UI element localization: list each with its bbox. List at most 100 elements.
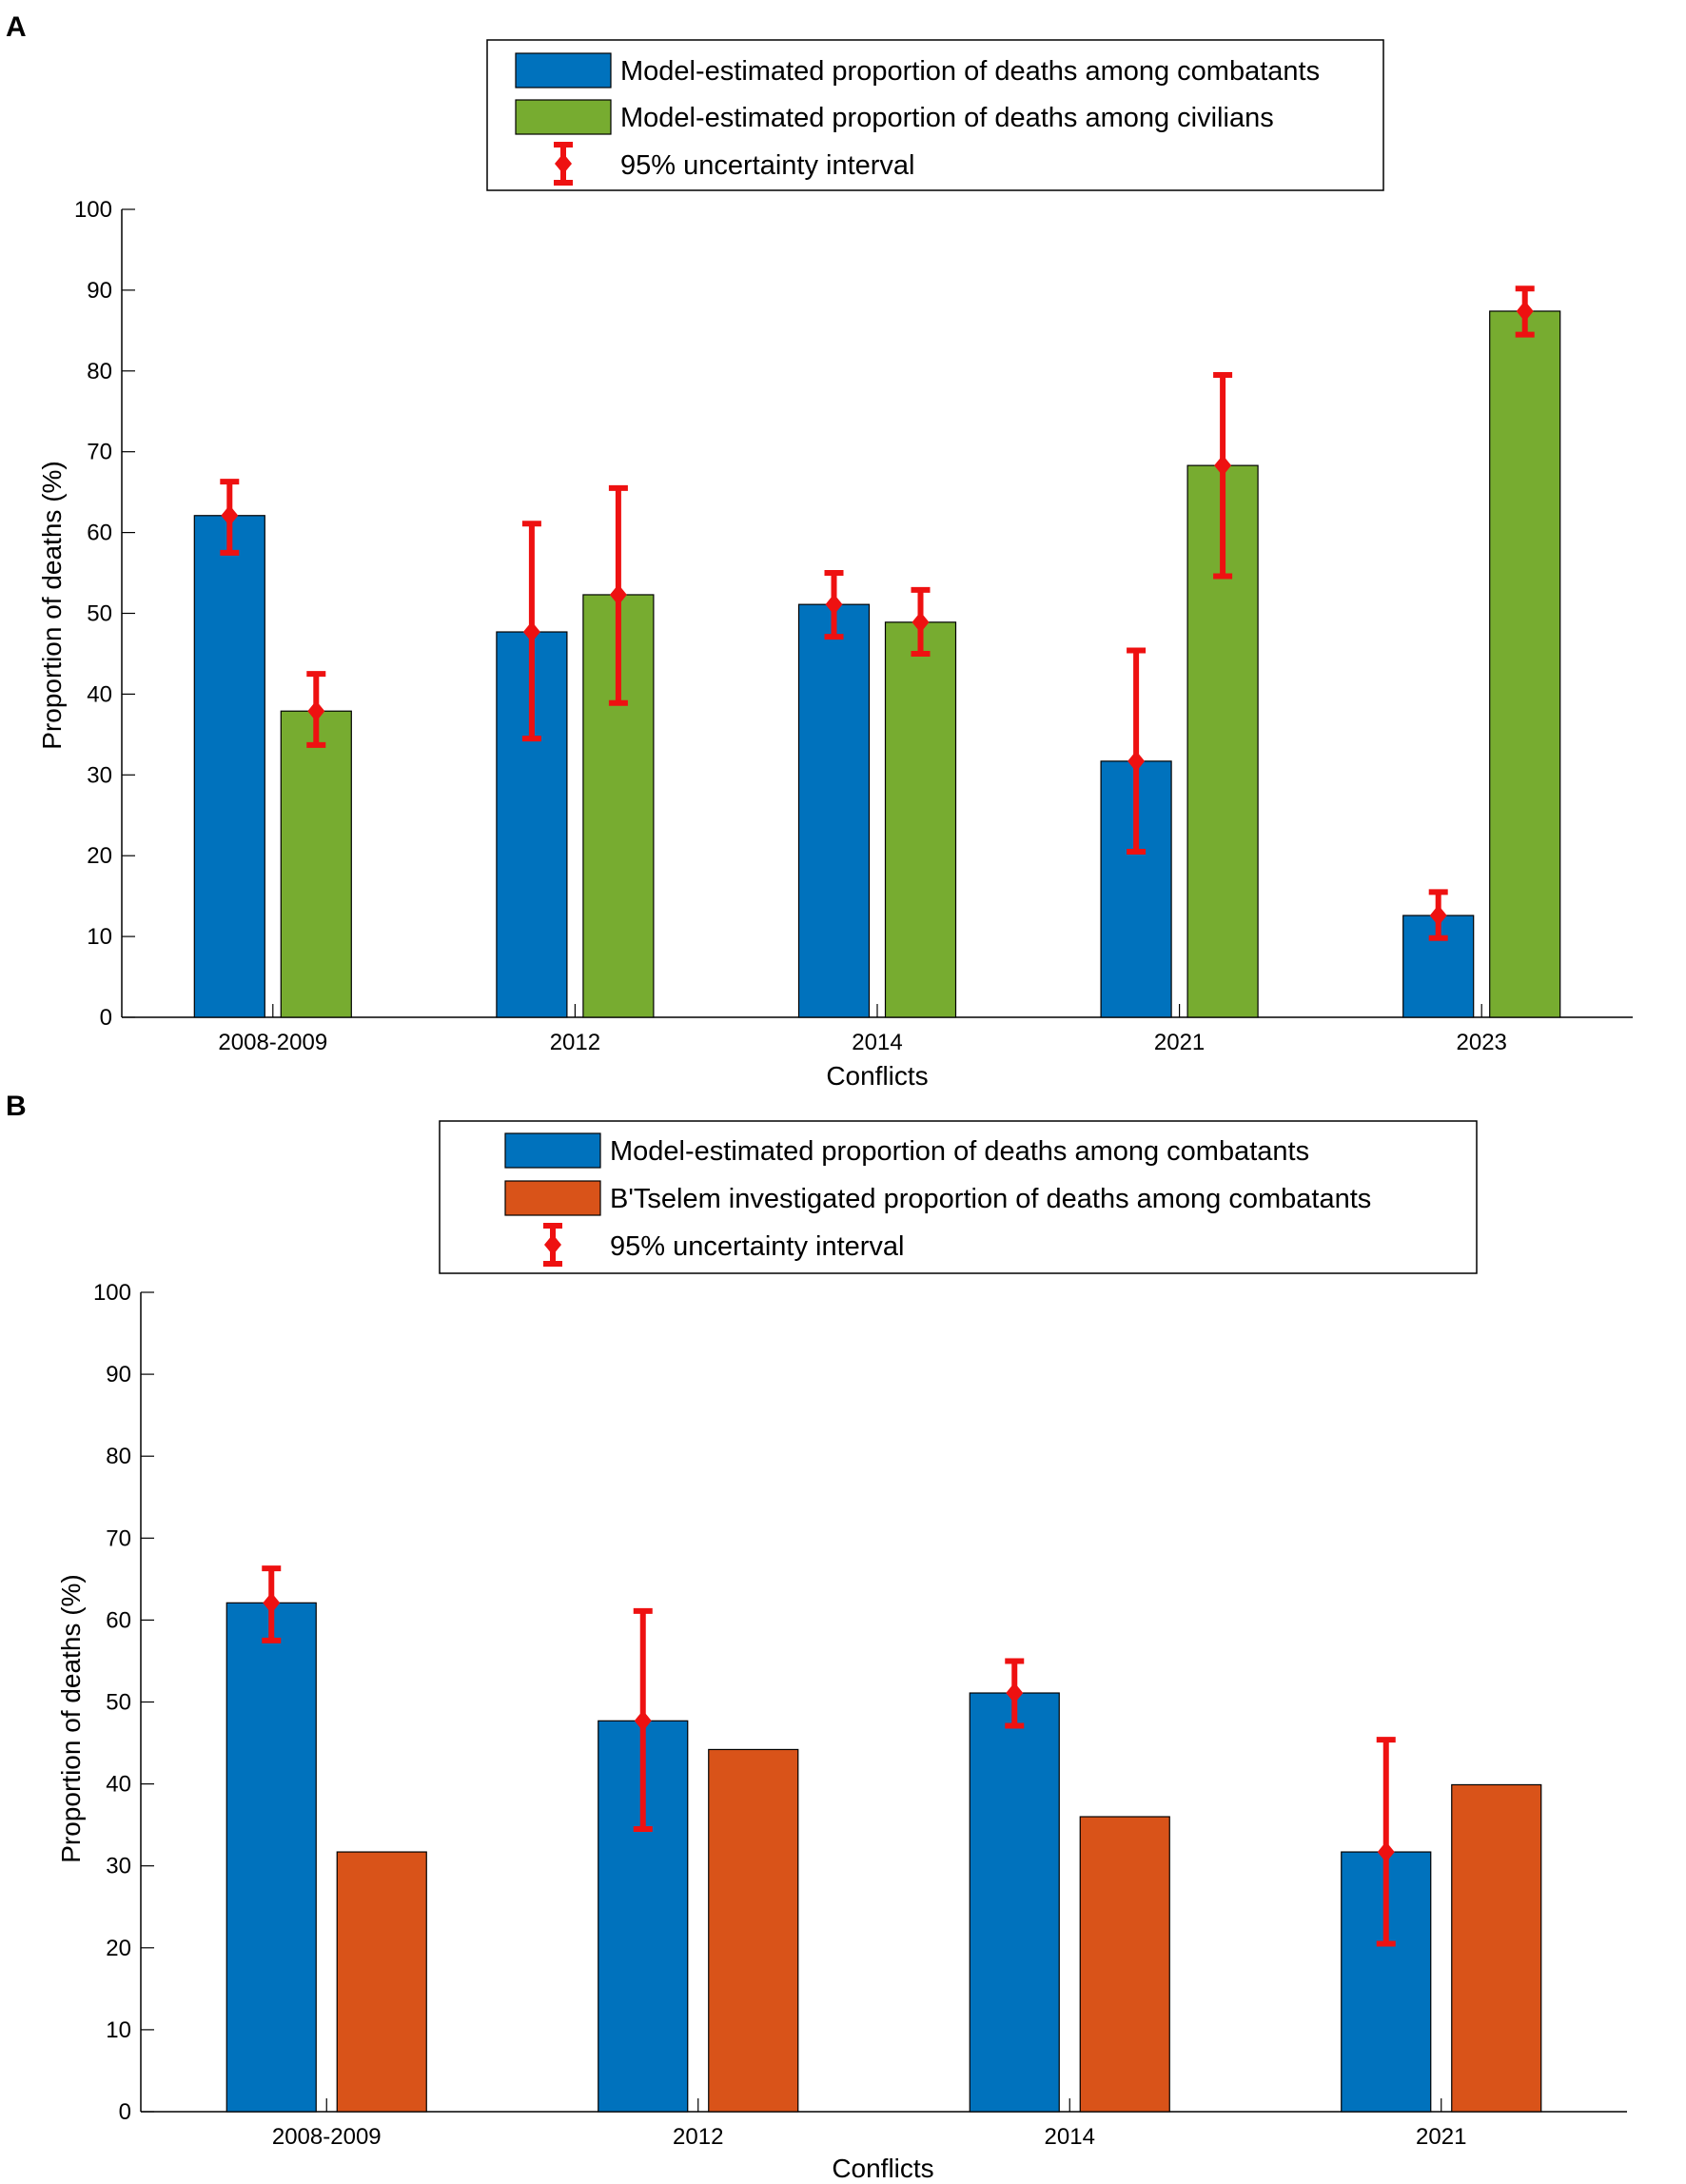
- legend-a: Model-estimated proportion of deaths amo…: [486, 39, 1384, 191]
- errorbar-combatants-2012-marker: [522, 621, 540, 643]
- y-tick-label-60: 60: [106, 1607, 131, 1633]
- y-tick-label-80: 80: [106, 1444, 131, 1469]
- panel-label-a: A: [6, 11, 27, 43]
- errorbar-combatants-2014: [824, 570, 844, 640]
- legend-err-1: [543, 1223, 562, 1267]
- y-tick-label-40: 40: [87, 681, 112, 707]
- legend-label-combatants-b: Model-estimated proportion of deaths amo…: [610, 1136, 1309, 1167]
- y-tick-label-0: 0: [100, 1005, 112, 1031]
- y-axis-label-a: Proportion of deaths (%): [37, 461, 67, 750]
- errorbar-civilians-2014-marker: [912, 611, 930, 633]
- errorbar-civilians-2023-marker: [1516, 300, 1534, 322]
- bar-combatants-2008-2009: [193, 515, 265, 1018]
- legend-b: Model-estimated proportion of deaths amo…: [439, 1120, 1478, 1274]
- bar-combatants-2014: [797, 603, 871, 1018]
- legend-label-uncertainty-b: 95% uncertainty interval: [610, 1231, 905, 1262]
- errorbar-combatants-2021: [1127, 647, 1147, 855]
- panel-b: B Model-estimated proportion of deaths a…: [6, 1091, 1627, 2183]
- x-tick-label-2023: 2023: [1457, 1030, 1507, 1055]
- errorbar-civilians-2023: [1515, 285, 1535, 338]
- x-tick-label-2008-2009: 2008-2009: [272, 2124, 382, 2150]
- legend-swatch-btselem: [504, 1180, 601, 1216]
- x-axis-label-a: Conflicts: [826, 1061, 928, 1091]
- panel-label-b: B: [6, 1091, 27, 1122]
- legend-err-1-marker: [544, 1234, 561, 1255]
- legend-label-civilians: Model-estimated proportion of deaths amo…: [620, 103, 1274, 133]
- legend-label-combatants: Model-estimated proportion of deaths amo…: [620, 56, 1320, 87]
- errorbar-combatants-2023: [1428, 889, 1448, 941]
- bar-btselem-2008-2009: [336, 1851, 427, 2113]
- errorbar-combatants-2021-marker: [1377, 1841, 1395, 1863]
- errorbar-combatants-2021-marker: [1127, 750, 1146, 772]
- x-tick-label-2014: 2014: [852, 1030, 902, 1055]
- errorbar-combatants-2023-marker: [1429, 905, 1447, 927]
- y-tick-label-50: 50: [87, 601, 112, 627]
- x-tick-label-2008-2009: 2008-2009: [218, 1030, 327, 1055]
- errorbar-combatants-2014-marker: [1006, 1682, 1024, 1704]
- errorbar-civilians-2014: [911, 586, 931, 657]
- x-axis-label-b: Conflicts: [832, 2154, 933, 2183]
- errorbar-combatants-2014: [1005, 1658, 1025, 1729]
- plot-area-a: 0 10 20 30 40 50 60 70 80 90 100 2008-2009 2012 2014 2…: [74, 197, 1633, 1055]
- errorbar-combatants-2008-2009: [262, 1565, 282, 1643]
- x-tick-label-2021: 2021: [1416, 2124, 1466, 2150]
- errorbar-civilians-2008-2009-marker: [307, 700, 325, 722]
- y-tick-label-40: 40: [106, 1772, 131, 1798]
- y-tick-label-20: 20: [87, 843, 112, 869]
- y-tick-label-50: 50: [106, 1690, 131, 1716]
- legend-swatch-combatants-b: [504, 1132, 601, 1169]
- y-tick-label-90: 90: [106, 1362, 131, 1387]
- legend-label-btselem: B'Tselem investigated proportion of deat…: [610, 1184, 1371, 1214]
- errorbar-civilians-2012-marker: [609, 583, 627, 605]
- legend-err-0: [554, 142, 573, 186]
- y-tick-label-30: 30: [87, 762, 112, 788]
- panel-a: A Model-estimated proportion of deaths a…: [6, 11, 1633, 1091]
- errorbar-combatants-2012: [633, 1607, 653, 1832]
- x-tick-label-2012: 2012: [550, 1030, 600, 1055]
- y-tick-label-90: 90: [87, 278, 112, 304]
- errorbar-civilians-2021-marker: [1214, 455, 1232, 477]
- legend-box-b: [439, 1120, 1478, 1274]
- y-tick-label-10: 10: [106, 2017, 131, 2043]
- errorbar-civilians-2008-2009: [306, 671, 326, 748]
- y-tick-label-30: 30: [106, 1854, 131, 1879]
- bar-combatants-2021: [1100, 760, 1172, 1018]
- y-tick-label-70: 70: [106, 1525, 131, 1551]
- bar-combatants-2014: [969, 1692, 1060, 2113]
- y-tick-label-60: 60: [87, 521, 112, 546]
- legend-swatch-civilians: [515, 99, 612, 135]
- errorbar-combatants-2008-2009-marker: [221, 504, 239, 526]
- legend-label-uncertainty: 95% uncertainty interval: [620, 150, 915, 181]
- plot-area-b: 0 10 20 30 40 50 60 70 80 90 100 2008-2009 2012 2014 2…: [93, 1280, 1627, 2150]
- legend-errorbar-icon: [554, 142, 573, 186]
- y-tick-label-0: 0: [119, 2099, 131, 2125]
- y-tick-label-20: 20: [106, 1936, 131, 1961]
- bar-btselem-2021: [1451, 1783, 1542, 2113]
- y-tick-label-10: 10: [87, 924, 112, 950]
- y-tick-label-70: 70: [87, 440, 112, 465]
- errorbar-combatants-2021: [1376, 1737, 1396, 1947]
- errorbar-combatants-2012: [521, 521, 541, 742]
- errorbar-civilians-2021: [1213, 372, 1233, 580]
- legend-err-0-marker: [555, 153, 572, 174]
- x-tick-label-2012: 2012: [673, 2124, 723, 2150]
- errorbar-combatants-2012-marker: [634, 1710, 652, 1732]
- legend-errorbar-icon-b: [543, 1223, 562, 1267]
- bar-btselem-2014: [1079, 1816, 1170, 2113]
- y-axis-label-b: Proportion of deaths (%): [56, 1574, 86, 1863]
- errorbar-combatants-2008-2009: [220, 479, 240, 556]
- bar-combatants-2008-2009: [225, 1602, 317, 2113]
- x-tick-label-2021: 2021: [1154, 1030, 1205, 1055]
- y-tick-label-100: 100: [74, 197, 112, 223]
- bar-btselem-2012: [708, 1748, 799, 2113]
- errorbar-civilians-2012: [608, 484, 628, 706]
- bar-civilians-2008-2009: [280, 710, 352, 1018]
- x-tick-label-2014: 2014: [1045, 2124, 1095, 2150]
- legend-box-a: [486, 39, 1384, 191]
- errorbar-combatants-2008-2009-marker: [263, 1592, 281, 1614]
- legend-swatch-combatants: [515, 52, 612, 89]
- bar-civilians-2023: [1489, 310, 1561, 1018]
- y-tick-label-100: 100: [93, 1280, 131, 1306]
- errorbar-combatants-2014-marker: [825, 594, 843, 616]
